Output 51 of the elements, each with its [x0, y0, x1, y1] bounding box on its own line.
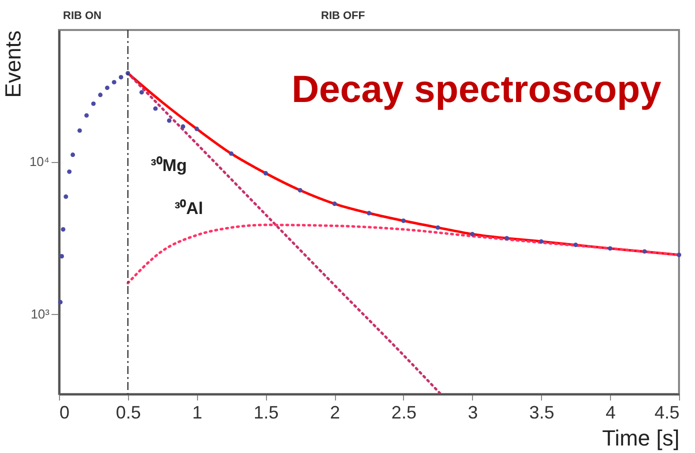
point [228, 151, 234, 156]
point [573, 242, 578, 248]
point [332, 202, 337, 206]
point [104, 86, 110, 90]
point [60, 254, 64, 258]
point [84, 113, 89, 118]
point [60, 227, 66, 232]
point [166, 118, 172, 123]
point [676, 252, 682, 258]
point [470, 232, 475, 236]
point [91, 101, 96, 106]
text: RIB OFF [321, 10, 366, 22]
point [194, 126, 200, 132]
y-axis-title: Events [0, 30, 26, 98]
y-tick-label: 10⁴ [29, 154, 50, 170]
point [139, 90, 144, 95]
point [67, 169, 72, 174]
point [118, 74, 124, 80]
point [77, 128, 82, 133]
point [298, 188, 302, 192]
x-tick-label: 1.5 [254, 402, 279, 422]
point [263, 171, 268, 176]
point [64, 194, 68, 199]
point [112, 80, 116, 84]
point [401, 218, 406, 223]
point [538, 239, 544, 244]
x-tick-label: 3.5 [529, 402, 554, 422]
x-tick-label: 4.5 [654, 402, 680, 422]
x-tick-label: 0.5 [116, 402, 141, 422]
point [608, 246, 612, 251]
point [436, 225, 440, 230]
point [504, 236, 510, 240]
x-tick-label: 1 [192, 402, 202, 422]
point [98, 92, 103, 98]
x-tick-label: 0 [60, 402, 70, 422]
x-tick-label: 2.5 [391, 402, 416, 422]
point [153, 106, 158, 111]
point [366, 210, 372, 216]
x-axis-title: Time [s] [602, 426, 680, 450]
x-tick-label: 3 [468, 402, 478, 422]
text: Decay spectroscopy [292, 69, 662, 111]
series-label: ³⁰Al [174, 199, 204, 218]
point [642, 249, 647, 254]
text: RIB ON [63, 10, 102, 22]
series-label: ³⁰Mg [150, 156, 187, 175]
point [58, 300, 63, 304]
y-tick-label: 10³ [30, 306, 50, 322]
x-tick-label: 2 [330, 402, 340, 422]
x-tick-label: 4 [606, 402, 616, 422]
point [180, 124, 186, 129]
point [70, 152, 76, 158]
